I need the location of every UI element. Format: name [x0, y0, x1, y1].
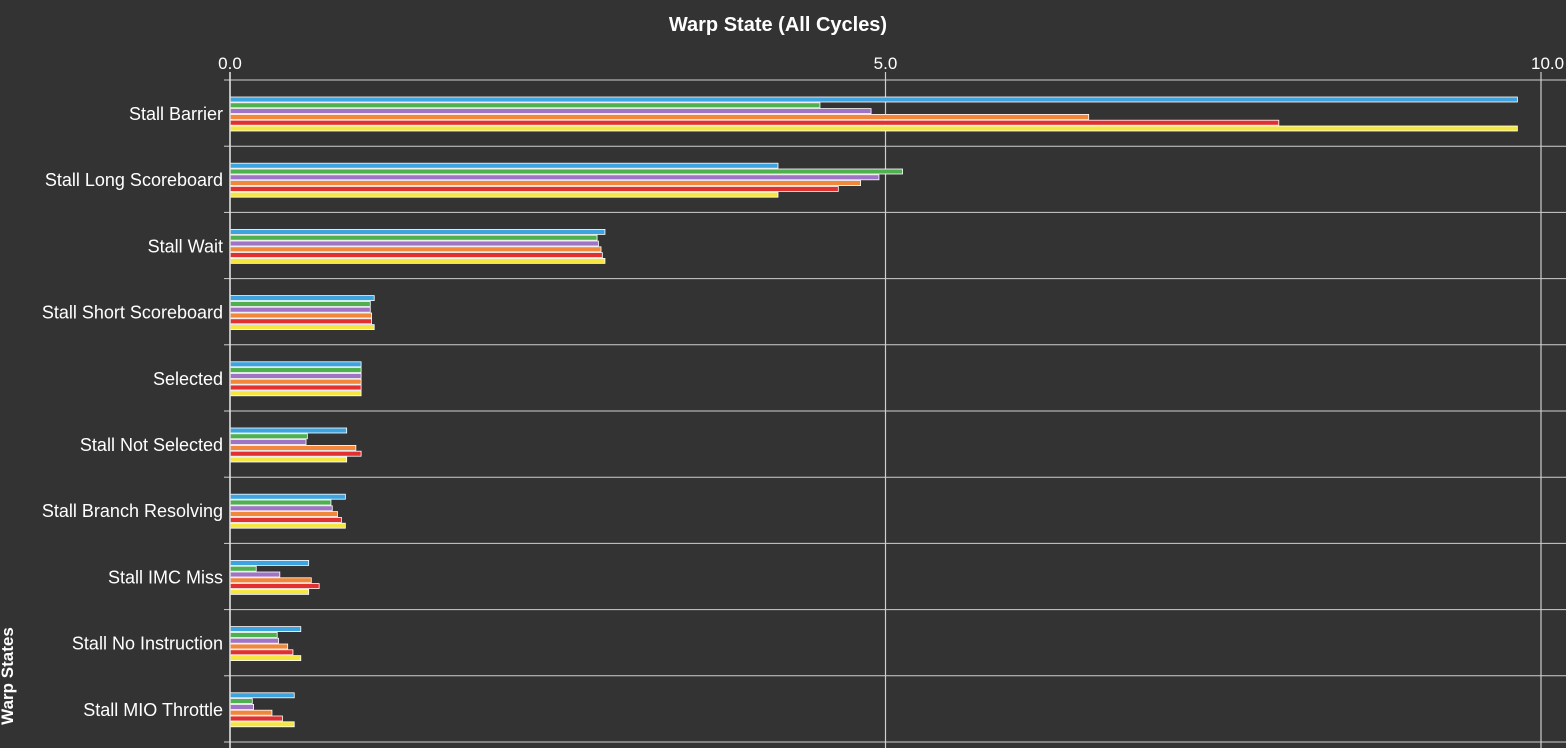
category-label: Stall Wait [148, 236, 223, 256]
bar [229, 560, 310, 566]
bar [229, 583, 320, 589]
bar [229, 433, 308, 440]
bar [229, 240, 599, 247]
bar [229, 162, 779, 169]
bar [229, 324, 375, 331]
bar [229, 511, 338, 518]
bar [229, 499, 332, 506]
bar [229, 427, 348, 434]
category-label: Stall IMC Miss [108, 567, 223, 587]
bar [229, 372, 362, 379]
bar [229, 367, 362, 374]
bar [229, 312, 372, 319]
bar [229, 632, 278, 638]
bar [229, 456, 348, 463]
bar [229, 692, 295, 699]
category-label: Stall Barrier [129, 104, 223, 124]
bar [229, 450, 362, 457]
bar [229, 589, 310, 595]
category-label: Stall Short Scoreboard [42, 303, 223, 323]
bar [229, 517, 342, 523]
bar [229, 228, 606, 235]
x-tick-label: 0.0 [218, 54, 242, 73]
bar [229, 174, 880, 181]
bar [229, 185, 839, 192]
category-label: Stall Long Scoreboard [45, 170, 223, 190]
bar [229, 571, 281, 578]
bar [229, 295, 375, 302]
bar [229, 168, 903, 175]
x-tick-label: 10.0 [1531, 54, 1564, 73]
category-label: Stall No Instruction [72, 634, 223, 654]
category-label: Stall Branch Resolving [42, 501, 223, 521]
bar [229, 655, 302, 661]
bar [229, 505, 333, 512]
category-label: Selected [153, 369, 223, 389]
bar [229, 108, 872, 114]
bar [229, 191, 779, 198]
bar [229, 119, 1280, 126]
bar [229, 96, 1518, 103]
bar [229, 577, 312, 584]
x-tick-label: 5.0 [874, 54, 898, 73]
bar [229, 565, 257, 572]
bar [229, 246, 602, 253]
chart-title: Warp State (All Cycles) [668, 14, 888, 36]
bar [229, 715, 283, 722]
bar [229, 378, 362, 385]
bar [229, 180, 861, 187]
bar [229, 234, 598, 241]
bar [229, 444, 357, 451]
bar [229, 114, 1090, 120]
bar [229, 439, 307, 446]
bar [229, 361, 362, 368]
bar [229, 649, 294, 656]
bar [229, 704, 254, 710]
bar [229, 306, 371, 313]
category-label: Stall Not Selected [80, 435, 223, 455]
bar [229, 318, 372, 325]
bar [229, 721, 295, 728]
bar [229, 637, 279, 644]
bar [229, 643, 289, 650]
bar [229, 698, 253, 704]
bar [229, 709, 273, 716]
category-label: Stall MIO Throttle [83, 700, 223, 720]
bar [229, 522, 346, 529]
bar [229, 390, 362, 397]
bar [229, 493, 346, 500]
bar [229, 257, 606, 264]
bar [229, 300, 371, 307]
bar [229, 102, 821, 109]
bar [229, 626, 302, 632]
bar [229, 252, 603, 259]
bar [229, 384, 362, 391]
bar [229, 125, 1518, 132]
